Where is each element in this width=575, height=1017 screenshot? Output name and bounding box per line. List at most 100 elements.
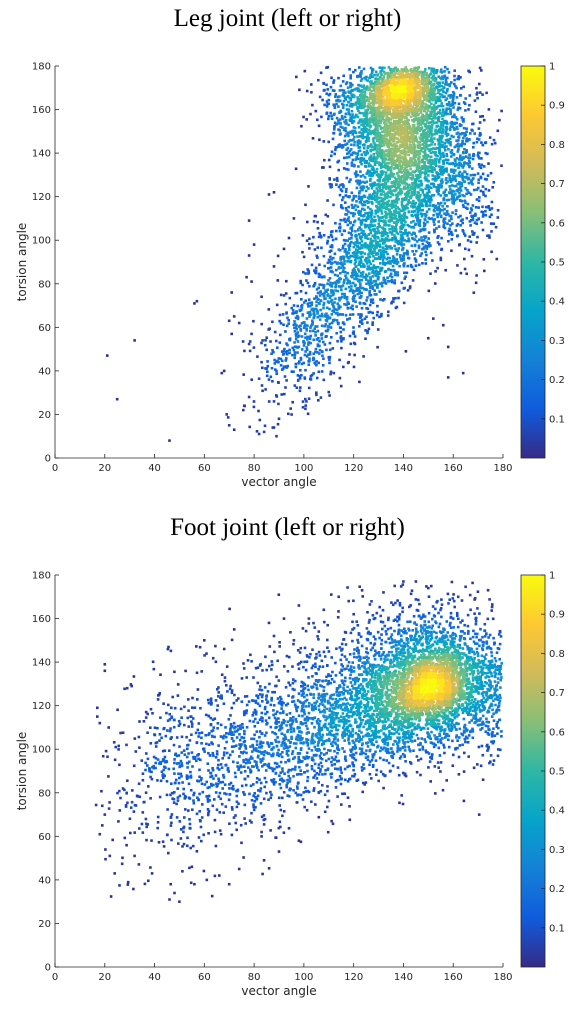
data-point <box>393 201 396 204</box>
data-point <box>344 190 348 193</box>
data-point <box>452 96 455 100</box>
data-point <box>410 233 413 236</box>
data-point <box>326 288 330 292</box>
data-point <box>313 269 316 272</box>
data-point <box>452 170 456 173</box>
data-point <box>369 174 373 178</box>
data-point <box>356 287 360 290</box>
data-point <box>265 336 268 339</box>
data-point <box>269 340 272 343</box>
data-point <box>339 118 342 121</box>
data-point <box>351 158 355 162</box>
data-point <box>304 404 307 407</box>
data-point <box>400 167 403 171</box>
data-point <box>343 120 346 124</box>
data-point <box>456 108 460 112</box>
data-point <box>404 229 407 232</box>
data-point <box>452 190 456 193</box>
data-point <box>357 313 360 316</box>
data-point <box>428 217 432 221</box>
data-point <box>461 371 465 375</box>
data-point <box>405 168 408 171</box>
data-point <box>354 273 358 277</box>
data-point <box>465 188 469 192</box>
data-point <box>276 422 280 426</box>
data-point <box>445 89 449 93</box>
data-point <box>364 337 367 340</box>
data-point <box>339 188 343 191</box>
data-point <box>420 128 423 131</box>
data-point <box>261 339 264 342</box>
data-point <box>360 156 364 160</box>
data-point <box>440 123 443 127</box>
data-point <box>341 183 344 186</box>
data-point <box>480 157 483 160</box>
data-point <box>422 221 426 225</box>
data-point <box>403 151 407 154</box>
data-point <box>432 116 436 119</box>
data-point <box>368 130 372 133</box>
data-point <box>388 173 391 176</box>
data-point <box>343 242 347 246</box>
data-point <box>308 285 311 288</box>
data-point <box>371 271 374 274</box>
data-point <box>337 280 341 284</box>
data-point <box>426 91 429 95</box>
data-point <box>360 251 363 254</box>
data-point <box>276 346 279 349</box>
data-point <box>312 316 316 319</box>
data-point <box>381 258 385 261</box>
data-point <box>410 178 414 181</box>
data-point <box>348 155 351 159</box>
data-point <box>470 214 473 218</box>
data-point <box>338 313 342 316</box>
data-point <box>383 159 386 162</box>
data-point <box>352 116 355 119</box>
data-point <box>442 225 445 228</box>
data-point <box>337 226 341 230</box>
data-point <box>363 99 367 102</box>
data-point <box>360 89 364 92</box>
data-point <box>327 390 331 394</box>
data-point <box>450 217 453 221</box>
data-point <box>375 253 378 256</box>
data-point <box>372 113 376 117</box>
data-point <box>421 121 425 125</box>
data-point <box>388 148 392 151</box>
data-point <box>349 96 353 100</box>
data-point <box>459 224 462 227</box>
data-point <box>378 187 382 190</box>
data-point <box>360 306 364 310</box>
data-point <box>328 394 331 397</box>
data-point <box>411 214 414 218</box>
data-point <box>318 348 322 352</box>
data-point <box>390 165 393 169</box>
data-point <box>309 374 313 378</box>
data-point <box>341 270 345 274</box>
data-point <box>473 132 476 135</box>
data-point <box>276 279 280 282</box>
data-point <box>380 212 384 215</box>
data-point <box>457 215 460 219</box>
data-point <box>392 172 396 176</box>
data-point <box>444 98 447 102</box>
data-point <box>328 358 331 361</box>
data-point <box>358 131 361 134</box>
data-point <box>227 319 231 323</box>
data-point <box>432 317 435 320</box>
data-point <box>319 235 323 239</box>
data-point <box>298 389 302 393</box>
data-point <box>405 117 408 120</box>
data-point <box>284 359 288 362</box>
data-point <box>401 182 404 185</box>
data-point <box>414 258 418 262</box>
data-point <box>284 292 288 295</box>
data-point <box>465 216 469 220</box>
data-point <box>225 413 228 416</box>
data-point <box>325 83 328 87</box>
data-point <box>276 254 280 258</box>
data-point <box>488 236 491 239</box>
data-point <box>375 77 379 81</box>
data-point <box>294 345 298 349</box>
data-point <box>358 260 361 263</box>
